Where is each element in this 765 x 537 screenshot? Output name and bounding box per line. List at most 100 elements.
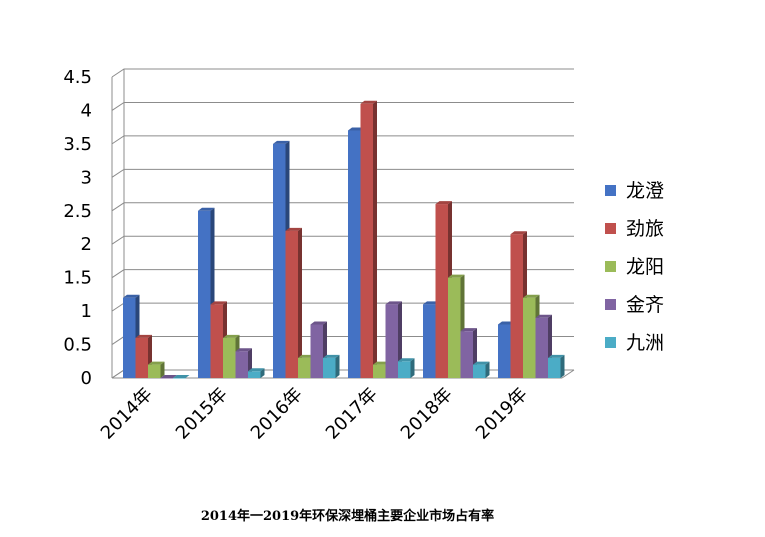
bar-side	[485, 361, 490, 378]
bar-front	[198, 210, 211, 378]
bar-side	[298, 227, 302, 378]
bar-front	[160, 378, 173, 379]
bar	[310, 321, 327, 378]
y-tick-label: 3.5	[63, 134, 92, 155]
bar	[473, 361, 490, 378]
legend-label: 龙阳	[626, 256, 664, 278]
legend-swatch	[605, 223, 616, 234]
bar-side	[335, 354, 340, 378]
bar-front	[135, 337, 148, 378]
bar-front	[523, 297, 536, 378]
gridline	[111, 101, 574, 111]
bar-side	[160, 361, 165, 378]
bar-front	[373, 364, 386, 378]
y-tick-label: 4	[81, 100, 92, 121]
bar-front	[498, 324, 511, 378]
bar-top	[198, 207, 215, 211]
bar-side	[398, 301, 402, 378]
x-tick-label: 2015年	[172, 384, 232, 444]
y-tick-label: 4.5	[63, 67, 92, 88]
bar-chart: 0 0.5 1 1.5 2 2.5 3 3.5 4 4.5 2014年 2015年 2016年 2017…	[63, 67, 664, 444]
legend-label: 劲旅	[626, 218, 664, 240]
legend-label: 九洲	[626, 332, 664, 354]
bar-top	[385, 301, 402, 305]
bar-front	[398, 361, 411, 378]
bar-top	[523, 294, 540, 298]
bar-top	[248, 368, 265, 372]
bar-top	[123, 294, 140, 298]
bar-front	[173, 378, 186, 379]
legend-swatch	[605, 261, 616, 272]
bar-front	[460, 331, 473, 378]
bar-top	[298, 354, 315, 358]
legend-item: 龙阳	[605, 256, 664, 278]
bar-top	[435, 201, 452, 205]
bar-top	[510, 231, 527, 235]
bar	[248, 368, 265, 378]
bar-top	[148, 361, 165, 365]
bar-top	[323, 354, 340, 358]
bar-front	[423, 304, 436, 378]
bar	[173, 375, 190, 379]
legend-item: 金齐	[605, 294, 664, 316]
bar-side	[373, 100, 377, 378]
bar-front	[285, 230, 298, 378]
bar-top	[210, 301, 227, 305]
x-tick-label: 2016年	[247, 384, 307, 444]
x-tick-label: 2014年	[97, 384, 157, 444]
legend-swatch	[605, 337, 616, 348]
chart-caption: 2014年一2019年环保深埋桶主要企业市场占有率	[200, 509, 495, 524]
bar-top	[273, 140, 290, 144]
legend-item: 劲旅	[605, 218, 664, 240]
legend-label: 龙澄	[626, 180, 664, 202]
bar-front	[223, 337, 236, 378]
bar	[323, 354, 340, 378]
bar-top	[310, 321, 327, 325]
bar-side	[560, 354, 565, 378]
bar-top	[160, 375, 177, 378]
bar-side	[260, 368, 265, 378]
bar-top	[173, 375, 190, 378]
bars	[123, 100, 565, 379]
bar-top	[348, 127, 365, 131]
bar-top	[235, 348, 252, 352]
bar-front	[510, 234, 523, 378]
bar-top	[135, 334, 152, 338]
bar-front	[310, 324, 323, 378]
bar-front	[298, 357, 311, 378]
bar-front	[360, 103, 373, 378]
legend-swatch	[605, 185, 616, 196]
bar	[398, 358, 415, 378]
bar-front	[473, 364, 486, 378]
bar-top	[360, 100, 377, 104]
bar-top	[223, 334, 240, 338]
gridline	[111, 135, 574, 145]
bar-front	[148, 364, 161, 378]
y-tick-label: 1.5	[63, 268, 92, 289]
bar-top	[460, 328, 477, 332]
y-tick-label: 2	[81, 234, 92, 255]
bar-front	[448, 277, 461, 378]
gridline	[111, 269, 574, 279]
y-tick-label: 0	[81, 368, 92, 389]
bar	[148, 361, 165, 378]
y-axis-ticks: 0 0.5 1 1.5 2 2.5 3 3.5 4 4.5	[63, 67, 92, 389]
y-tick-label: 2.5	[63, 201, 92, 222]
bar-front	[385, 304, 398, 378]
bar	[285, 227, 302, 378]
bar-front	[235, 351, 248, 378]
bar-top	[548, 354, 565, 358]
floor-right-edge	[561, 369, 575, 379]
x-tick-label: 2019年	[472, 384, 532, 444]
legend-item: 龙澄	[605, 180, 664, 202]
gridline	[111, 168, 574, 178]
bar-front	[248, 371, 261, 378]
gridline	[111, 202, 574, 212]
x-tick-label: 2017年	[322, 384, 382, 444]
gridline	[111, 68, 574, 78]
legend-item: 九洲	[605, 332, 664, 354]
bar-front	[348, 130, 361, 378]
gridline	[111, 302, 574, 312]
bar	[385, 301, 402, 378]
